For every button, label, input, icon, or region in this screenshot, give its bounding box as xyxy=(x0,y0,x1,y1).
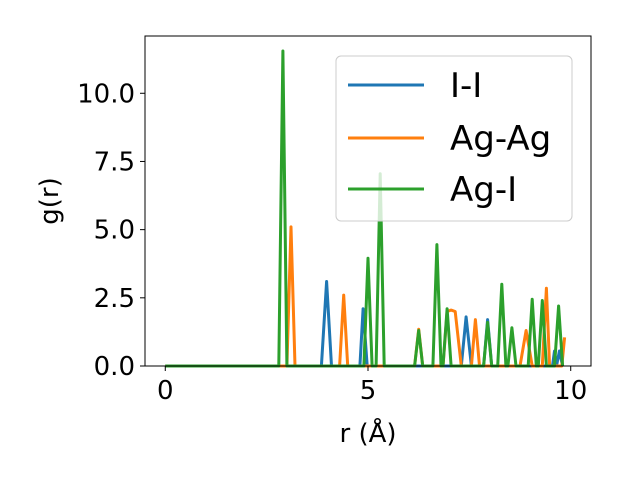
x-axis-label: r (Å) xyxy=(339,417,396,449)
legend-label-ag-i: Ag-I xyxy=(450,170,517,210)
y-tick-label: 10.0 xyxy=(77,79,135,109)
x-axis: 0 5 10 xyxy=(157,366,587,406)
x-tick-label: 10 xyxy=(554,376,587,406)
y-tick-label: 7.5 xyxy=(94,147,135,177)
legend-label-i-i: I-I xyxy=(450,66,482,106)
y-tick-label: 5.0 xyxy=(94,216,135,246)
legend-label-ag-ag: Ag-Ag xyxy=(450,119,551,159)
y-axis: 0.0 2.5 5.0 7.5 10.0 xyxy=(77,79,145,382)
legend: I-I Ag-Ag Ag-I xyxy=(335,55,573,222)
legend-box xyxy=(335,55,573,222)
x-tick-label: 5 xyxy=(360,376,377,406)
y-axis-label: g(r) xyxy=(35,177,65,224)
y-tick-label: 0.0 xyxy=(94,352,135,382)
y-tick-label: 2.5 xyxy=(94,284,135,314)
x-tick-label: 0 xyxy=(157,376,174,406)
series-line-ag-ag xyxy=(165,225,567,368)
